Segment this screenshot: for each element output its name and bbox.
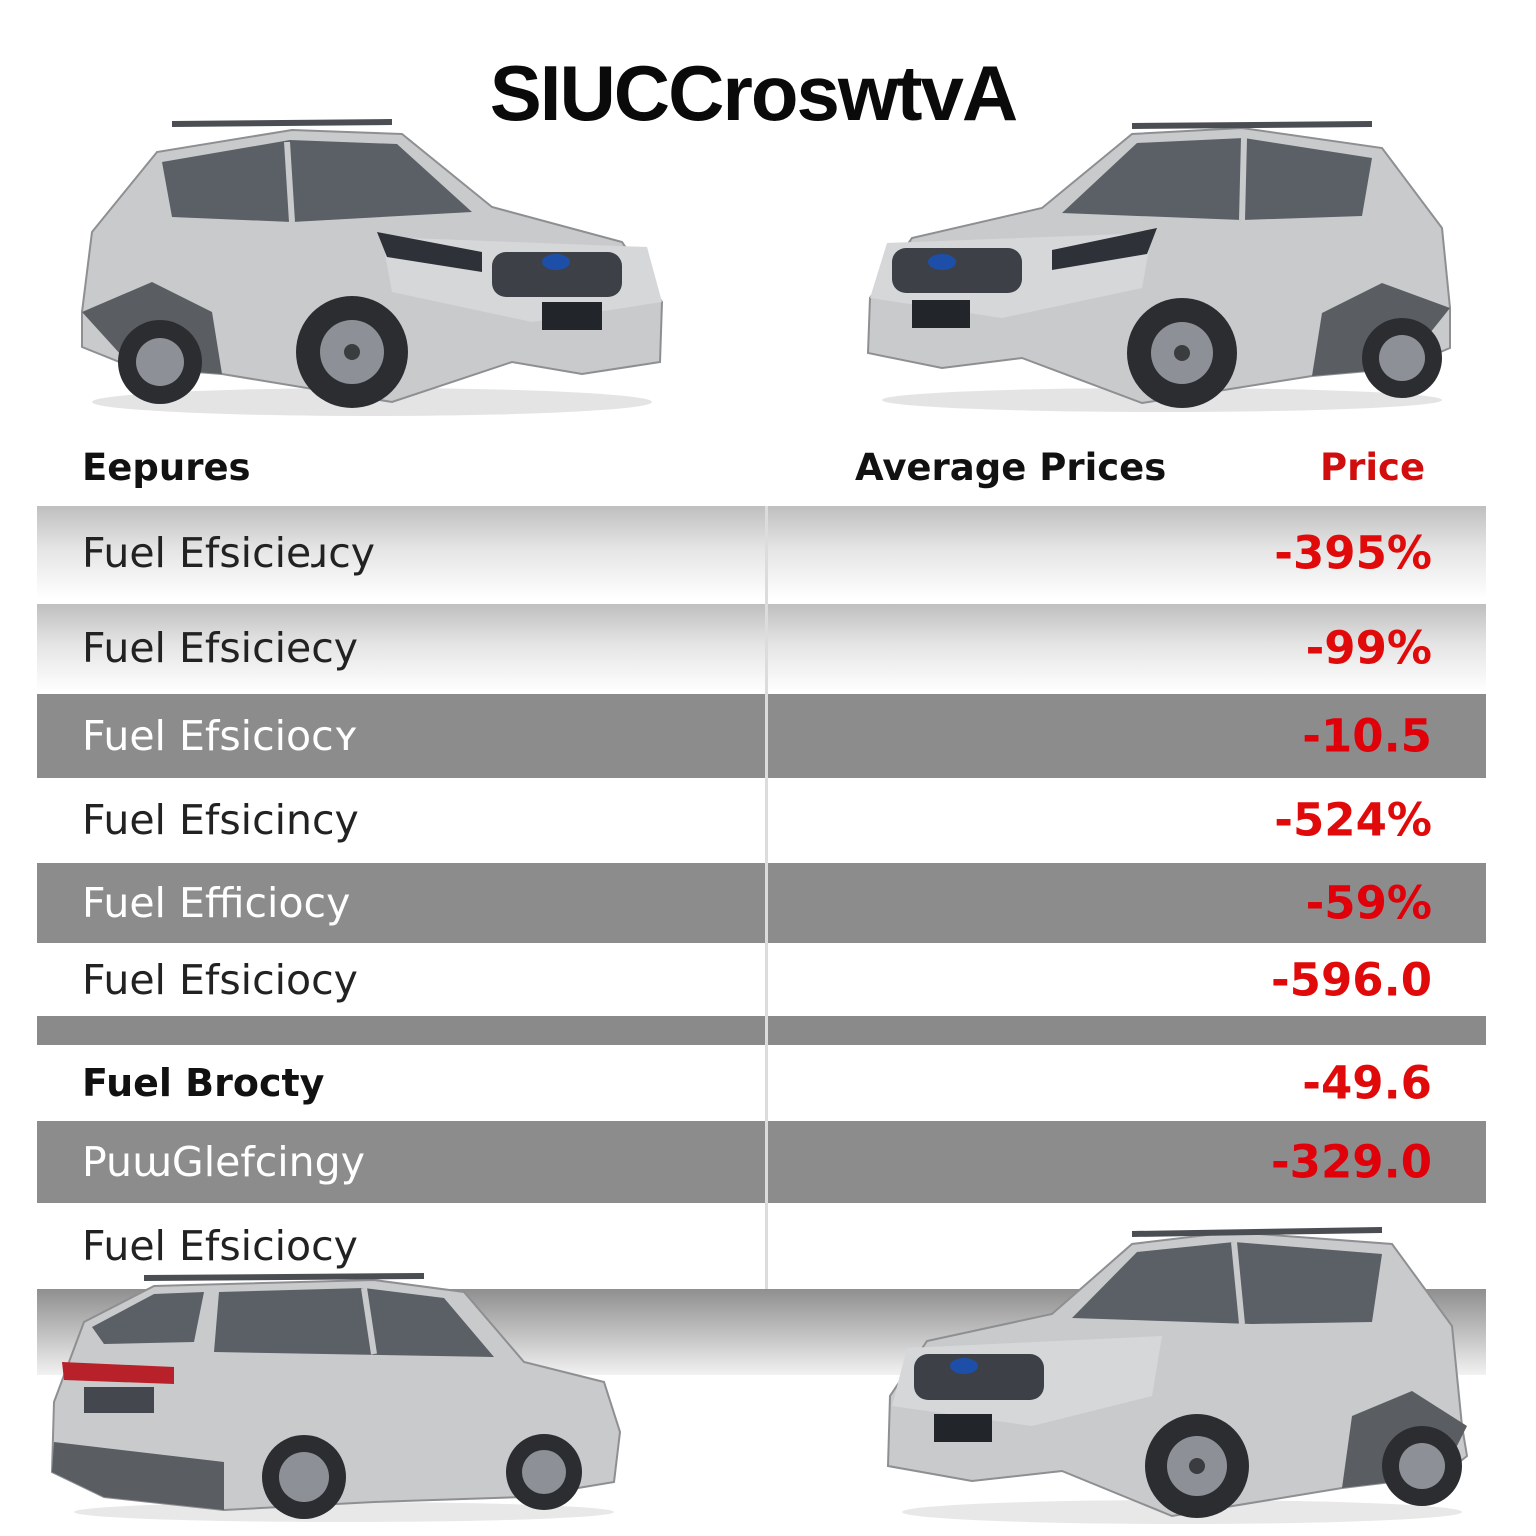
row-value: -524% [1274, 793, 1432, 847]
table-row: Fuel Efsiciecy -99% [37, 604, 1486, 692]
row-label: Fuel Efficiocy [82, 879, 351, 927]
row-label: Fuel Efsiciocʏ [82, 712, 359, 760]
comparison-table: Fuel Efsicieɹcy -395% Fuel Efsiciecy -99… [37, 506, 1486, 1289]
table-row: Fuel Brocty -49.6 [37, 1045, 1486, 1121]
page-title: SIUCCroswtvA [489, 49, 1018, 137]
car-image-top-left [62, 112, 672, 420]
row-label: PuɯGlefcingy [82, 1138, 365, 1186]
row-value: -329.0 [1270, 1135, 1432, 1189]
table-row: Fuel Efficiocy -59% [37, 863, 1486, 943]
table-row: PuɯGlefcingy -329.0 [37, 1121, 1486, 1203]
row-label: Fuel Brocty [82, 1061, 325, 1105]
row-label: Fuel Efsiciocy [82, 1222, 358, 1270]
suv-icon [50, 1273, 622, 1522]
car-image-bottom-left [44, 1272, 626, 1524]
row-value: -49.6 [1302, 1056, 1432, 1110]
row-value: -99% [1305, 621, 1432, 675]
row-value: -59% [1305, 876, 1432, 930]
row-label: Fuel Efsiciecy [82, 624, 359, 672]
row-value: -596.0 [1270, 953, 1432, 1006]
header-price: Price [1320, 446, 1426, 489]
row-label: Fuel Efsiciocy [82, 955, 358, 1004]
row-label: Fuel Efsicieɹcy [82, 528, 376, 577]
table-row: Fuel Efsiciocy -596.0 [37, 943, 1486, 1016]
row-label: Fuel Efsicincy [82, 796, 359, 844]
suv-icon [81, 119, 664, 416]
suv-icon [866, 121, 1451, 412]
column-divider [765, 506, 768, 1289]
header-features: Eepures [82, 446, 251, 489]
row-value: -10.5 [1302, 709, 1432, 763]
table-row: Fuel Efsicieɹcy -395% [37, 506, 1486, 599]
car-image-top-right [862, 118, 1470, 414]
table-row: Fuel Efsiciocʏ -10.5 [37, 694, 1486, 778]
car-image-bottom-right [882, 1226, 1478, 1526]
table-row: Fuel Efsicincy -524% [37, 778, 1486, 862]
row-value: -395% [1274, 526, 1432, 579]
suv-icon [886, 1227, 1469, 1524]
table-divider-strip [37, 1016, 1486, 1045]
header-average-prices: Average Prices [855, 446, 1167, 489]
